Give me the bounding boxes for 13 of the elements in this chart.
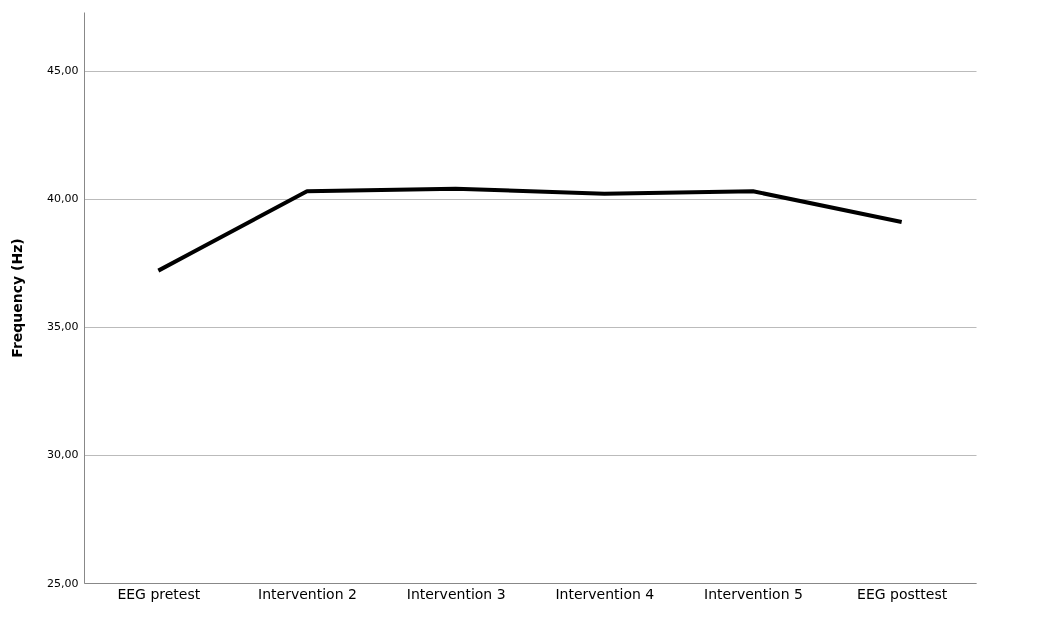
y-axis-title: Frequency (Hz) bbox=[9, 238, 26, 358]
y-tick-label: 45,00 bbox=[47, 64, 79, 78]
y-tick-label: 35,00 bbox=[47, 320, 79, 334]
x-tick-label: Intervention 2 bbox=[258, 585, 357, 602]
x-tick-label: Intervention 5 bbox=[704, 585, 803, 602]
x-tick-label: Intervention 3 bbox=[406, 585, 506, 602]
y-tick-label: 30,00 bbox=[47, 448, 79, 462]
x-tick-label: EEG posttest bbox=[857, 585, 948, 602]
x-tick-label: Intervention 4 bbox=[555, 585, 655, 602]
line-series bbox=[156, 186, 904, 273]
y-tick-label: 25,00 bbox=[47, 576, 79, 590]
x-tick-label: EEG pretest bbox=[117, 585, 201, 602]
y-tick-label: 40,00 bbox=[47, 192, 79, 206]
